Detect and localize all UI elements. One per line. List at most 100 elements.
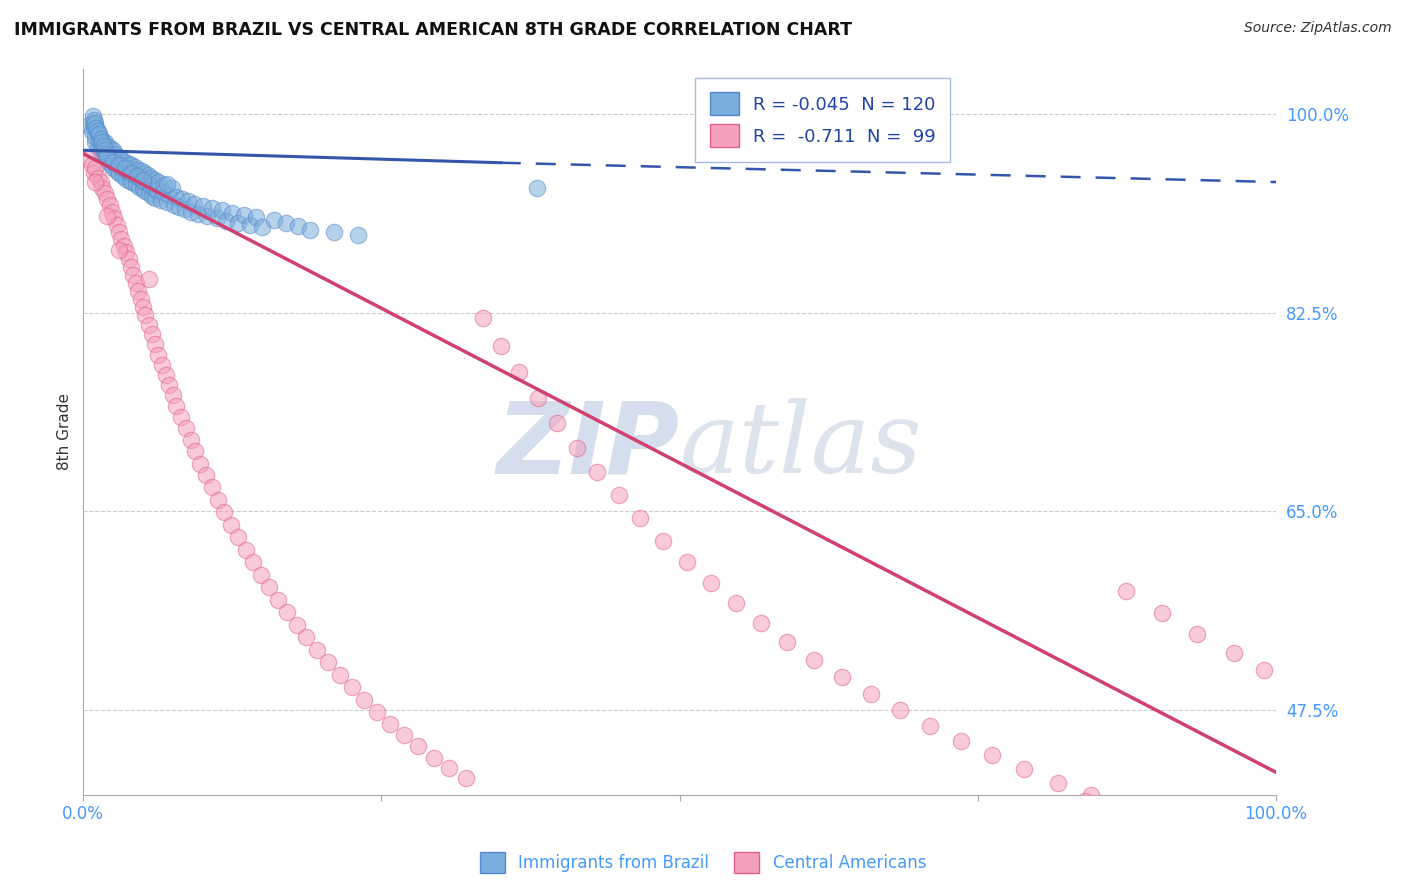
Point bbox=[132, 174, 155, 188]
Point bbox=[122, 268, 145, 282]
Point bbox=[141, 327, 163, 342]
Point bbox=[87, 128, 110, 142]
Point bbox=[91, 146, 114, 161]
Point bbox=[87, 134, 110, 148]
Point bbox=[652, 533, 675, 548]
Point bbox=[90, 140, 112, 154]
Point bbox=[108, 243, 131, 257]
Point bbox=[82, 116, 104, 130]
Point bbox=[77, 118, 100, 132]
Point bbox=[138, 271, 160, 285]
Point bbox=[157, 187, 180, 202]
Point bbox=[276, 605, 298, 619]
Point bbox=[94, 146, 117, 161]
Point bbox=[212, 505, 235, 519]
Point bbox=[831, 670, 853, 684]
Point bbox=[127, 162, 149, 177]
Point bbox=[1223, 646, 1246, 660]
Point bbox=[134, 184, 156, 198]
Point bbox=[93, 143, 115, 157]
Point bbox=[250, 567, 273, 582]
Point bbox=[148, 175, 170, 189]
Point bbox=[207, 492, 229, 507]
Point bbox=[132, 300, 155, 314]
Point bbox=[110, 232, 132, 246]
Point bbox=[981, 748, 1004, 763]
Point bbox=[114, 161, 136, 176]
Point bbox=[149, 193, 172, 207]
Point bbox=[143, 337, 166, 351]
Point bbox=[96, 150, 118, 164]
Point bbox=[165, 399, 187, 413]
Point bbox=[98, 141, 121, 155]
Point bbox=[188, 457, 211, 471]
Point bbox=[101, 161, 124, 176]
Point bbox=[125, 169, 148, 184]
Point bbox=[201, 480, 224, 494]
Point bbox=[526, 391, 548, 405]
Point bbox=[129, 171, 152, 186]
Point bbox=[170, 410, 193, 425]
Point bbox=[94, 143, 117, 157]
Point bbox=[96, 209, 118, 223]
Point bbox=[143, 191, 166, 205]
Point bbox=[91, 180, 114, 194]
Point bbox=[118, 174, 141, 188]
Point bbox=[96, 146, 118, 161]
Point bbox=[103, 153, 125, 168]
Point bbox=[1115, 583, 1137, 598]
Point bbox=[749, 615, 772, 630]
Point bbox=[150, 358, 173, 372]
Point bbox=[439, 761, 461, 775]
Point bbox=[456, 771, 478, 785]
Point bbox=[82, 109, 104, 123]
Point bbox=[160, 180, 183, 194]
Point bbox=[173, 202, 195, 217]
Point bbox=[139, 178, 162, 193]
Point bbox=[228, 530, 250, 544]
Point bbox=[153, 178, 176, 193]
Point bbox=[155, 368, 177, 382]
Point bbox=[366, 705, 388, 719]
Point bbox=[115, 245, 138, 260]
Point bbox=[546, 416, 568, 430]
Point bbox=[91, 138, 114, 153]
Point bbox=[134, 166, 156, 180]
Point bbox=[177, 194, 200, 209]
Point bbox=[134, 308, 156, 322]
Point bbox=[1074, 794, 1097, 808]
Point bbox=[83, 166, 105, 180]
Point bbox=[80, 124, 103, 138]
Point bbox=[950, 733, 973, 747]
Point bbox=[125, 276, 148, 290]
Point bbox=[86, 170, 108, 185]
Point bbox=[141, 170, 163, 185]
Point bbox=[156, 178, 179, 192]
Point bbox=[1253, 663, 1275, 677]
Point bbox=[136, 168, 159, 182]
Point bbox=[156, 195, 179, 210]
Point bbox=[228, 216, 250, 230]
Point bbox=[138, 318, 160, 332]
Point bbox=[111, 169, 134, 184]
Point bbox=[112, 238, 135, 252]
Point bbox=[121, 175, 143, 189]
Point bbox=[162, 388, 184, 402]
Text: IMMIGRANTS FROM BRAZIL VS CENTRAL AMERICAN 8TH GRADE CORRELATION CHART: IMMIGRANTS FROM BRAZIL VS CENTRAL AMERIC… bbox=[14, 21, 852, 38]
Point bbox=[152, 186, 174, 200]
Point bbox=[803, 653, 825, 667]
Point bbox=[920, 719, 942, 733]
Point bbox=[120, 260, 142, 275]
Point bbox=[122, 167, 145, 181]
Point bbox=[98, 198, 121, 212]
Point bbox=[165, 190, 187, 204]
Point bbox=[97, 154, 120, 169]
Point bbox=[263, 212, 285, 227]
Point bbox=[108, 158, 131, 172]
Point bbox=[565, 441, 588, 455]
Point bbox=[84, 136, 107, 150]
Point bbox=[114, 154, 136, 169]
Point bbox=[1046, 775, 1069, 789]
Point bbox=[195, 209, 218, 223]
Point bbox=[146, 183, 169, 197]
